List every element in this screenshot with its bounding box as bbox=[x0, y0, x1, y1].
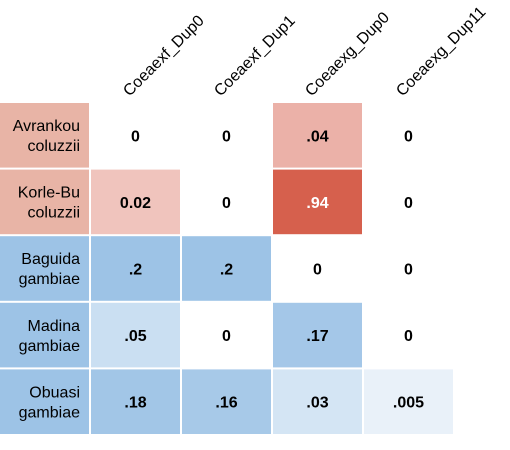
heatmap-cell bbox=[364, 236, 453, 301]
cell-value-label: 0 bbox=[404, 128, 413, 145]
cell-value-label: 0 bbox=[313, 262, 322, 279]
cell-value-label: .03 bbox=[306, 395, 328, 412]
cell-value-label: .2 bbox=[129, 262, 142, 279]
heatmap-cell bbox=[91, 169, 180, 235]
column-label: Coeaexf_Dup0 bbox=[120, 12, 208, 100]
heatmap-cell bbox=[91, 236, 180, 301]
cell-value-label: 0 bbox=[131, 128, 140, 145]
cell-value-label: 0 bbox=[222, 328, 231, 345]
heatmap-cell bbox=[182, 169, 271, 235]
cell-value-label: .2 bbox=[220, 262, 233, 279]
cell-value-label: .04 bbox=[306, 128, 328, 145]
cell-value-label: 0 bbox=[404, 195, 413, 212]
heatmap-cell bbox=[273, 103, 362, 168]
heatmap-cell bbox=[91, 369, 180, 434]
heatmap-cell bbox=[182, 369, 271, 434]
row-label-backgrounds bbox=[0, 103, 89, 434]
row-label-background bbox=[0, 103, 89, 168]
heatmap-cell bbox=[364, 302, 453, 368]
row-labels: Avrankou coluzzii Korle-Bu coluzzii Baguida g… bbox=[13, 118, 80, 421]
row-label: Madina gambiae bbox=[19, 318, 80, 355]
column-label: Coeaexg_Dup0 bbox=[302, 9, 393, 100]
cell-value-label: .94 bbox=[306, 195, 328, 212]
row-label: Korle-Bu coluzzii bbox=[18, 185, 80, 222]
cell-value-label: .005 bbox=[393, 395, 424, 412]
heatmap-cell bbox=[182, 302, 271, 368]
cell-value-label: 0 bbox=[404, 262, 413, 279]
heatmap-cell bbox=[364, 369, 453, 434]
heatmap-cell bbox=[182, 103, 271, 168]
row-label: Avrankou coluzzii bbox=[13, 118, 80, 155]
row-label-background bbox=[0, 369, 89, 434]
cell-value-label: .05 bbox=[124, 328, 146, 345]
row-label-background bbox=[0, 236, 89, 301]
heatmap-cells: 0 0 .04 0 0.02 0 .94 0 .2 .2 0 0 .05 0 .17 0 .18 .16 .03 .0… bbox=[91, 103, 453, 434]
column-label: Coeaexg_Dup11 bbox=[393, 4, 489, 100]
heatmap-cell bbox=[91, 103, 180, 168]
cell-value-label: .18 bbox=[124, 395, 146, 412]
heatmap-cell bbox=[364, 103, 453, 168]
column-labels: Coeaexf_Dup0 Coeaexf_Dup1 Coeaexg_Dup0 Coea… bbox=[120, 4, 489, 100]
cell-value-label: .16 bbox=[215, 395, 237, 412]
heatmap-cell bbox=[273, 169, 362, 235]
cell-value-label: 0 bbox=[222, 195, 231, 212]
column-label: Coeaexf_Dup1 bbox=[211, 12, 299, 100]
cell-value-label: 0 bbox=[404, 328, 413, 345]
row-label: Baguida gambiae bbox=[19, 251, 80, 288]
heatmap-cell bbox=[273, 236, 362, 301]
row-label-background bbox=[0, 302, 89, 368]
cell-value-label: .17 bbox=[306, 328, 328, 345]
heatmap-cell bbox=[182, 236, 271, 301]
heatmap-cell bbox=[91, 302, 180, 368]
heatmap-cell bbox=[273, 302, 362, 368]
cell-value-label: 0 bbox=[222, 128, 231, 145]
row-label: Obuasi gambiae bbox=[19, 384, 80, 421]
heatmap-cell bbox=[273, 369, 362, 434]
heatmap-cell bbox=[364, 169, 453, 235]
row-label-background bbox=[0, 169, 89, 235]
cell-value-label: 0.02 bbox=[120, 195, 151, 212]
